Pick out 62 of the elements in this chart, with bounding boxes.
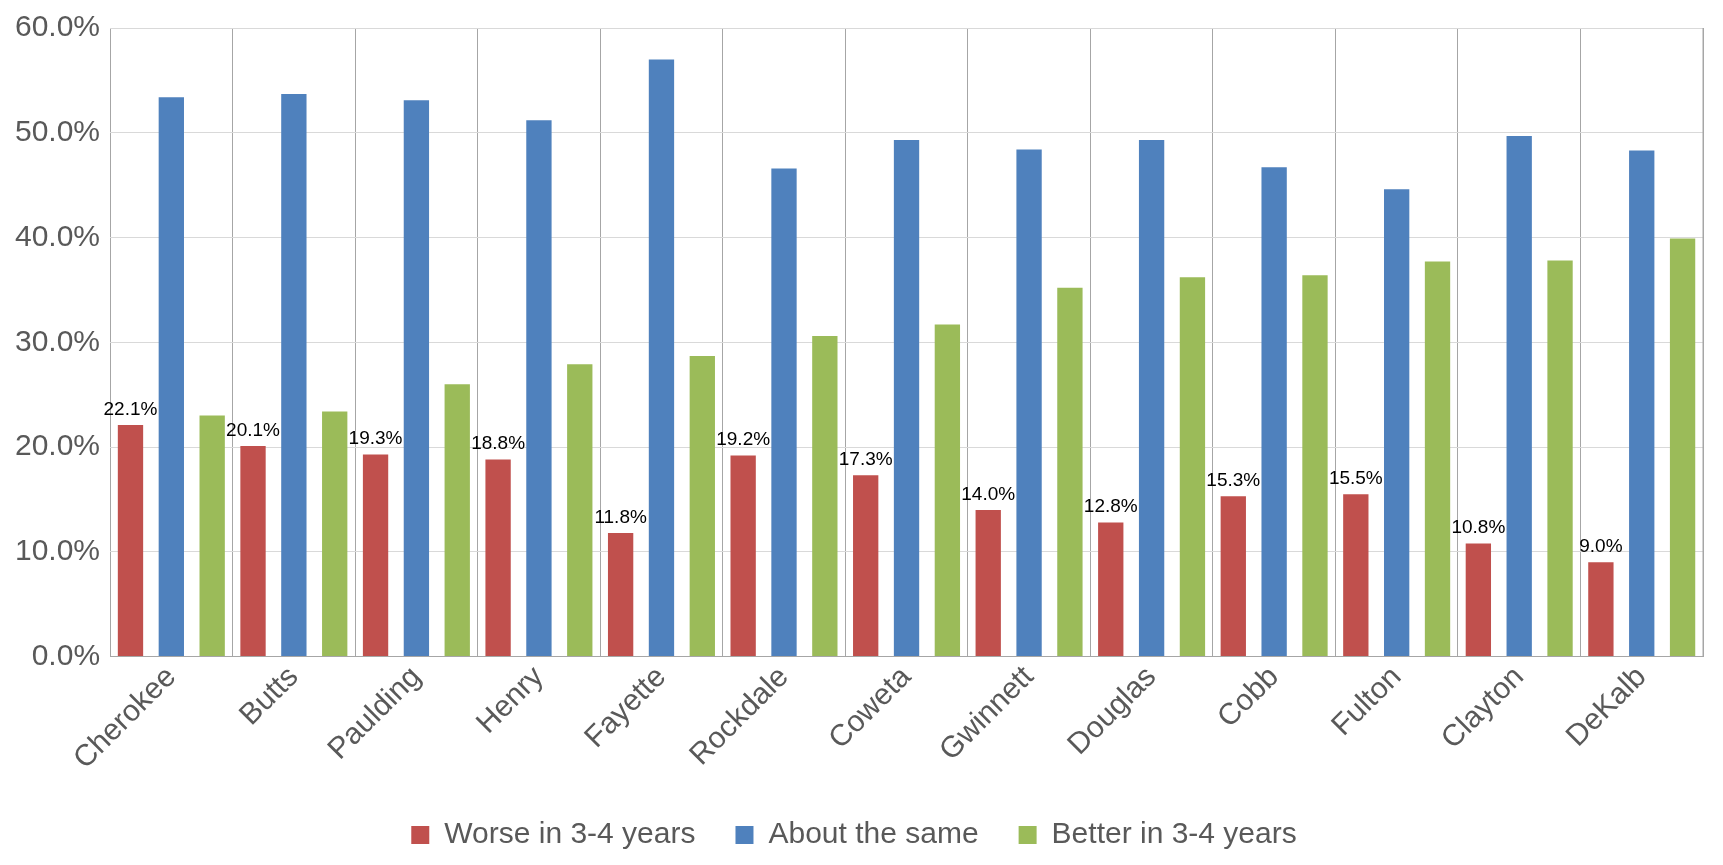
bar bbox=[1179, 277, 1206, 657]
bar bbox=[1547, 260, 1573, 657]
bar bbox=[1424, 261, 1451, 657]
bar bbox=[1220, 496, 1246, 657]
bar bbox=[1465, 543, 1492, 657]
bar bbox=[1302, 275, 1328, 657]
data-label: 18.8% bbox=[471, 432, 526, 454]
bar bbox=[853, 475, 879, 657]
data-label: 9.0% bbox=[1579, 535, 1623, 557]
data-label: 19.2% bbox=[716, 428, 771, 450]
bar bbox=[771, 168, 797, 657]
legend-label: Worse in 3-4 years bbox=[444, 816, 696, 850]
data-label: 11.8% bbox=[594, 505, 647, 527]
data-label: 22.1% bbox=[103, 397, 158, 419]
bar bbox=[1384, 189, 1410, 657]
y-tick-label: 10.0% bbox=[14, 533, 101, 567]
bar bbox=[934, 324, 961, 657]
y-tick-label: 20.0% bbox=[14, 428, 101, 462]
data-label: 10.8% bbox=[1451, 516, 1506, 538]
bar bbox=[893, 140, 920, 657]
data-label: 12.8% bbox=[1083, 495, 1138, 517]
bar bbox=[1588, 562, 1614, 657]
data-label: 17.3% bbox=[838, 448, 893, 470]
legend-label: Better in 3-4 years bbox=[1051, 816, 1297, 850]
bar bbox=[158, 97, 184, 657]
bar bbox=[607, 532, 634, 657]
data-label: 15.3% bbox=[1206, 469, 1261, 491]
bar bbox=[117, 425, 144, 657]
bar bbox=[730, 455, 756, 657]
bar bbox=[444, 384, 470, 657]
bar bbox=[1098, 522, 1124, 657]
bar bbox=[1057, 287, 1083, 657]
bar bbox=[403, 100, 430, 657]
bar bbox=[1343, 494, 1369, 657]
bar bbox=[240, 446, 266, 657]
data-label: 20.1% bbox=[226, 418, 281, 440]
bar bbox=[1016, 149, 1042, 657]
data-label: 15.5% bbox=[1328, 466, 1383, 488]
bar bbox=[485, 459, 511, 657]
bar bbox=[526, 120, 552, 657]
bar bbox=[1669, 238, 1696, 657]
y-tick-label: 30.0% bbox=[14, 323, 101, 357]
data-label: 14.0% bbox=[961, 482, 1016, 504]
bar bbox=[975, 509, 1001, 657]
bar bbox=[1506, 135, 1532, 657]
bar bbox=[648, 59, 675, 657]
bar bbox=[362, 454, 389, 657]
y-tick-label: 0.0% bbox=[31, 637, 101, 671]
legend-label: About the same bbox=[768, 816, 979, 850]
bar bbox=[567, 364, 593, 657]
data-label: 19.3% bbox=[348, 427, 403, 449]
bar bbox=[1261, 167, 1287, 657]
bar bbox=[812, 336, 838, 657]
bar bbox=[1138, 140, 1165, 657]
bar bbox=[1629, 150, 1655, 657]
y-tick-label: 60.0% bbox=[14, 9, 101, 43]
bar bbox=[281, 94, 307, 657]
y-tick-label: 50.0% bbox=[14, 114, 101, 148]
y-tick-label: 40.0% bbox=[14, 218, 101, 252]
bar bbox=[199, 415, 225, 657]
bar bbox=[322, 411, 348, 657]
bar bbox=[689, 355, 715, 657]
